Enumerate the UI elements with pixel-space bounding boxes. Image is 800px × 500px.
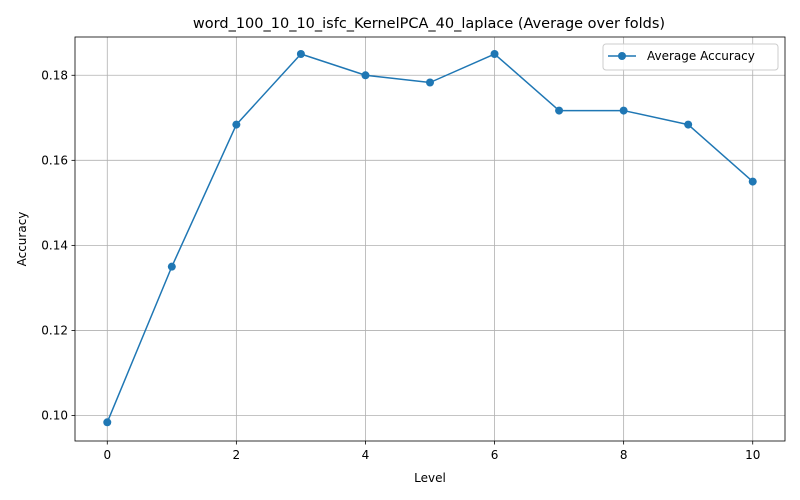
data-point bbox=[490, 50, 499, 59]
data-point bbox=[103, 418, 112, 427]
x-tick-label: 6 bbox=[491, 448, 499, 462]
data-point bbox=[296, 50, 305, 59]
x-tick-label: 8 bbox=[620, 448, 628, 462]
x-axis-label: Level bbox=[414, 471, 446, 485]
data-point bbox=[167, 262, 176, 271]
x-tick-label: 4 bbox=[362, 448, 370, 462]
x-tick-label: 0 bbox=[103, 448, 111, 462]
legend: Average Accuracy bbox=[602, 43, 779, 71]
data-point bbox=[748, 177, 757, 186]
data-point bbox=[232, 120, 241, 129]
y-tick-label: 0.18 bbox=[41, 68, 68, 82]
plot-frame bbox=[74, 36, 786, 442]
grid bbox=[75, 37, 785, 441]
ticks: 0 2 4 6 8 10 0.10 0.12 0.14 0.16 0.18 bbox=[41, 68, 760, 462]
data-point bbox=[684, 120, 693, 129]
y-tick-label: 0.10 bbox=[41, 408, 68, 422]
legend-marker-swatch bbox=[618, 52, 626, 60]
y-tick-label: 0.14 bbox=[41, 238, 68, 252]
chart-title: word_100_10_10_isfc_KernelPCA_40_laplace… bbox=[193, 16, 665, 32]
legend-box bbox=[602, 43, 779, 71]
y-tick-label: 0.16 bbox=[41, 153, 68, 167]
y-tick-label: 0.12 bbox=[41, 323, 68, 337]
data-point bbox=[619, 106, 628, 115]
legend-label: Average Accuracy bbox=[647, 49, 755, 63]
y-axis-label: Accuracy bbox=[15, 212, 29, 267]
series-layer bbox=[103, 50, 757, 427]
x-tick-label: 2 bbox=[233, 448, 241, 462]
data-point bbox=[426, 78, 434, 87]
data-point bbox=[555, 106, 564, 115]
x-tick-label: 10 bbox=[745, 448, 760, 462]
data-point bbox=[361, 71, 370, 80]
